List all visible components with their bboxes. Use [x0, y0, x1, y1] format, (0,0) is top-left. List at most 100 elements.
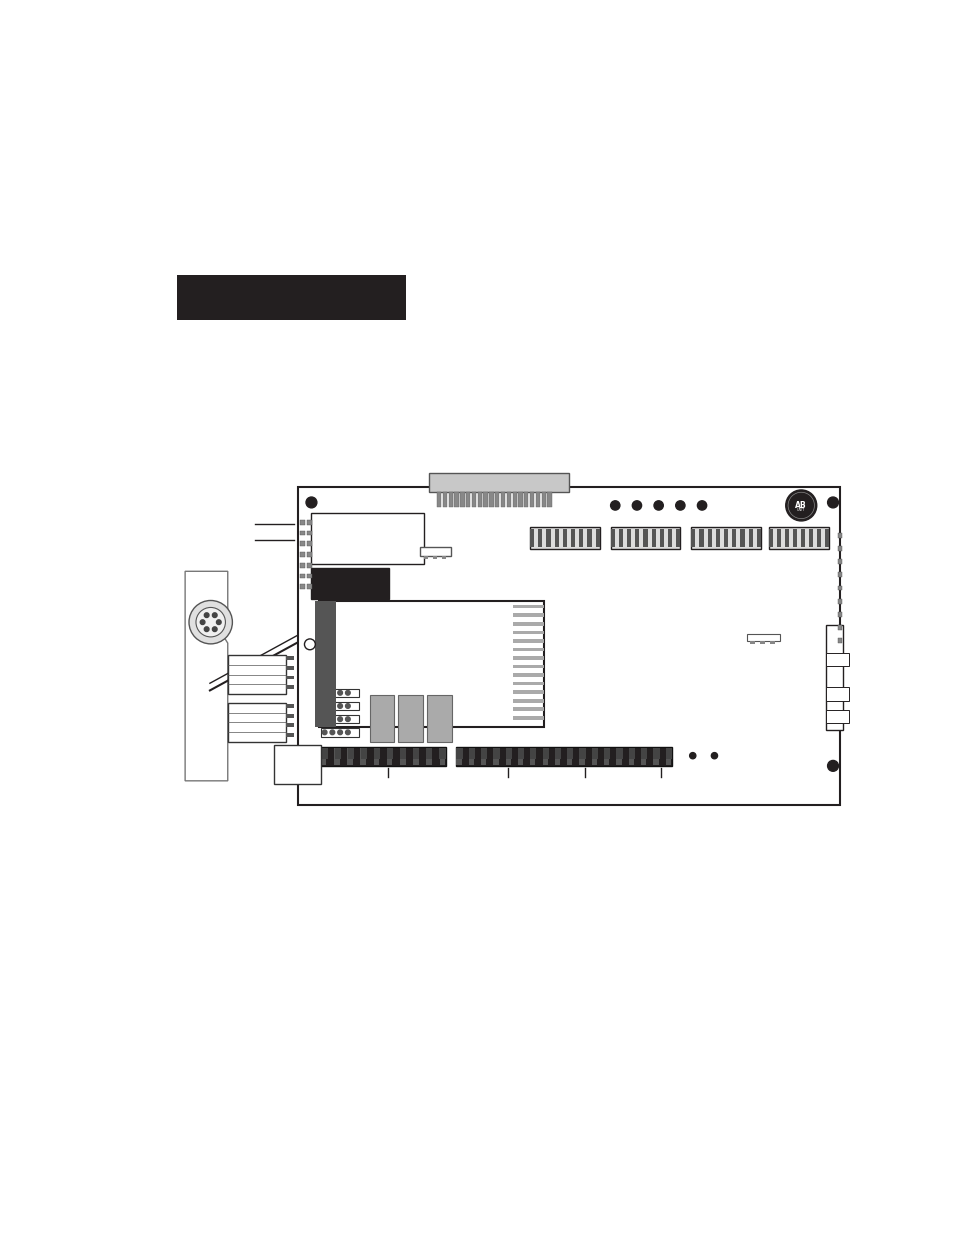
Bar — [825, 688, 848, 700]
Text: UNIT: UNIT — [797, 509, 804, 513]
Bar — [286, 714, 294, 718]
Bar — [591, 748, 598, 760]
Bar — [691, 529, 695, 547]
Bar — [837, 559, 841, 564]
Bar — [399, 748, 406, 760]
Bar — [567, 748, 572, 764]
Bar — [530, 492, 534, 506]
Bar — [360, 748, 366, 764]
Circle shape — [337, 690, 342, 695]
Bar — [286, 666, 294, 669]
Bar — [513, 664, 543, 668]
Bar — [386, 748, 392, 764]
Circle shape — [204, 627, 209, 631]
Bar — [426, 748, 432, 764]
Bar — [483, 492, 487, 506]
Bar — [603, 748, 610, 760]
Bar — [530, 748, 535, 764]
Bar — [439, 748, 445, 760]
Bar — [456, 748, 461, 764]
Bar — [610, 527, 679, 548]
Circle shape — [610, 500, 619, 510]
Bar — [297, 488, 840, 805]
Bar — [286, 724, 294, 727]
Bar — [567, 748, 573, 760]
Bar — [307, 541, 312, 546]
Bar — [459, 492, 464, 506]
Bar — [537, 529, 541, 547]
Circle shape — [337, 704, 342, 709]
Bar — [801, 529, 804, 547]
Bar — [760, 641, 764, 645]
Bar — [513, 647, 543, 651]
Bar — [399, 748, 405, 764]
Bar — [616, 748, 621, 764]
Bar — [320, 715, 359, 724]
Bar — [837, 585, 841, 590]
Circle shape — [195, 608, 225, 637]
Bar — [387, 748, 393, 760]
Circle shape — [330, 704, 335, 709]
Bar — [837, 573, 841, 577]
Bar — [825, 653, 848, 666]
Bar — [578, 748, 584, 764]
Bar — [477, 492, 481, 506]
Bar — [653, 748, 659, 760]
Circle shape — [337, 716, 342, 721]
Bar — [587, 529, 591, 547]
Bar — [480, 748, 487, 760]
Bar — [286, 685, 294, 689]
Bar — [286, 704, 294, 708]
Bar — [320, 701, 359, 710]
Bar — [311, 513, 423, 563]
Bar — [536, 492, 539, 506]
Bar — [177, 275, 406, 320]
Bar — [555, 748, 560, 760]
Circle shape — [345, 716, 350, 721]
Bar — [286, 676, 294, 679]
Bar — [274, 745, 320, 784]
Bar — [732, 529, 736, 547]
Bar — [307, 520, 312, 525]
Bar — [513, 605, 543, 609]
Bar — [228, 703, 286, 742]
Bar — [554, 529, 558, 547]
Bar — [321, 748, 328, 760]
Bar — [299, 531, 305, 535]
Bar — [299, 574, 305, 578]
Bar — [413, 748, 419, 760]
Bar — [691, 527, 760, 548]
Bar — [454, 492, 458, 506]
Bar — [523, 492, 528, 506]
Bar — [715, 529, 720, 547]
Bar — [513, 699, 543, 703]
Circle shape — [632, 500, 641, 510]
Bar — [436, 492, 441, 506]
Bar — [816, 529, 821, 547]
Bar — [311, 568, 389, 599]
Circle shape — [216, 620, 221, 625]
Bar — [628, 748, 634, 764]
Bar — [555, 748, 559, 764]
Bar — [547, 492, 551, 506]
Bar — [749, 641, 754, 645]
Bar — [603, 748, 609, 764]
Bar — [374, 748, 379, 760]
Bar — [542, 748, 547, 764]
Bar — [723, 529, 727, 547]
Bar — [513, 716, 543, 720]
Bar — [439, 748, 445, 764]
Bar — [513, 656, 543, 659]
Bar — [784, 529, 788, 547]
Bar — [824, 529, 828, 547]
Circle shape — [697, 500, 706, 510]
Bar — [307, 574, 312, 578]
Bar — [513, 631, 543, 634]
Bar — [472, 492, 476, 506]
Bar — [513, 614, 543, 618]
Bar — [307, 552, 312, 557]
Bar — [642, 529, 647, 547]
Bar — [707, 529, 711, 547]
Bar — [837, 613, 841, 616]
Bar — [513, 622, 543, 626]
